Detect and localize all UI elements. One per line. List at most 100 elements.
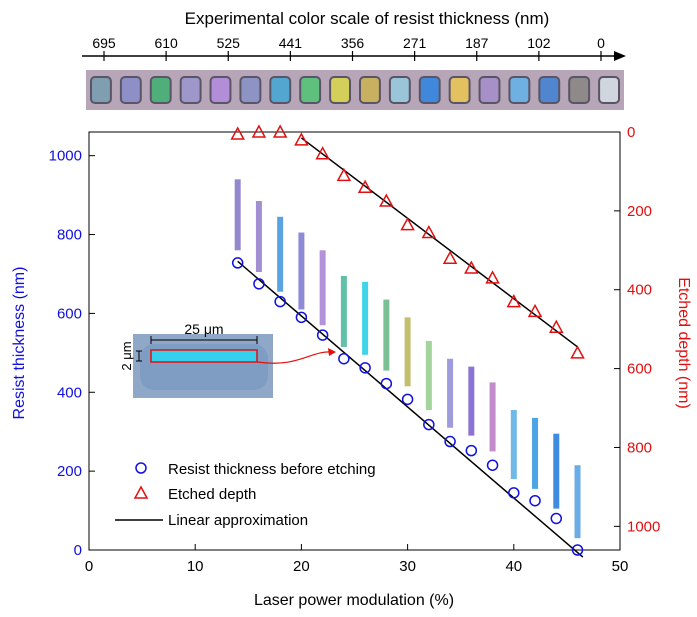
color-swatch: [239, 76, 262, 104]
color-bar: [362, 281, 369, 355]
left-tick-label: 1000: [49, 148, 82, 165]
x-tick-label: 10: [187, 558, 204, 575]
etched-depth-point: [315, 146, 330, 160]
color-swatch: [329, 76, 352, 104]
color-bar: [319, 250, 326, 326]
thickness-point: [571, 544, 584, 556]
thickness-point: [465, 444, 478, 457]
thickness-point: [338, 352, 350, 365]
color-bar: [447, 358, 454, 428]
color-swatch: [179, 76, 202, 104]
color-swatch: [568, 76, 591, 104]
thickness-point: [231, 257, 244, 269]
right-tick-label: 200: [627, 203, 652, 220]
top-scale-tick-label: 187: [465, 35, 489, 51]
left-tick-label: 200: [57, 463, 82, 480]
thickness-point: [508, 487, 520, 499]
etched-depth-point: [379, 193, 394, 207]
etched-depth-point: [549, 319, 564, 333]
etched-depth-markers: [230, 124, 585, 359]
color-bar: [383, 299, 390, 371]
legend-item-etched: Etched depth: [168, 486, 256, 503]
top-scale-tick-label: 695: [92, 35, 116, 51]
color-swatch: [299, 76, 322, 104]
top-scale-tick-label: 441: [279, 35, 303, 51]
color-bars: [234, 179, 581, 539]
color-swatch: [478, 76, 501, 104]
etched-depth-point: [464, 260, 479, 274]
thickness-point: [274, 295, 286, 308]
color-swatch: [359, 76, 381, 104]
color-swatch: [418, 76, 441, 104]
left-tick-label: 800: [57, 227, 82, 244]
color-bar: [255, 201, 262, 272]
right-tick-label: 800: [627, 439, 652, 456]
color-bar: [574, 465, 581, 539]
color-swatch: [209, 76, 232, 104]
x-tick-label: 50: [612, 558, 629, 575]
x-tick-label: 30: [399, 558, 416, 575]
color-bar: [404, 317, 411, 387]
thickness-point: [486, 459, 499, 471]
right-tick-label: 1000: [627, 518, 660, 535]
etched-depth-point: [230, 126, 245, 140]
thickness-point: [295, 311, 308, 324]
top-scale-tick-label: 610: [154, 35, 178, 51]
x-tick-label: 0: [85, 558, 93, 575]
top-scale-tick-label: 102: [527, 35, 551, 51]
color-bar: [510, 410, 517, 480]
thickness-point: [253, 278, 265, 290]
right-tick-label: 0: [627, 124, 635, 141]
color-swatch: [149, 76, 172, 104]
inset-width-label: 2 μm: [119, 341, 134, 370]
color-swatch: [448, 76, 471, 104]
etched-depth-point: [400, 217, 415, 231]
color-bar: [468, 366, 475, 436]
color-bar: [234, 179, 241, 251]
thickness-point: [401, 393, 414, 406]
etched-depth-point: [336, 167, 352, 182]
plot-frame: [88, 131, 621, 551]
top-scale-title: Experimental color scale of resist thick…: [185, 9, 550, 28]
right-axis-label: Etched depth (nm): [675, 277, 692, 409]
color-bar: [532, 417, 539, 489]
color-swatch: [119, 76, 142, 104]
right-tick-label: 400: [627, 282, 652, 299]
top-scale-axis: 695 610 525 441 356 271 187 102 0: [82, 35, 626, 61]
left-axis-ticks: 0 200 400 600 800 1000: [49, 148, 95, 559]
color-bar: [553, 433, 560, 509]
top-scale-tick-label: 356: [341, 35, 365, 51]
left-tick-label: 600: [57, 305, 82, 322]
right-tick-label: 600: [627, 361, 652, 378]
thickness-point: [359, 362, 371, 374]
color-swatch: [388, 76, 411, 104]
x-axis-label: Laser power modulation (%): [254, 592, 454, 609]
etched-depth-point: [506, 293, 522, 308]
etched-depth-point: [251, 124, 267, 138]
legend: Resist thickness before etching Etched d…: [115, 461, 376, 529]
left-tick-label: 400: [57, 384, 82, 401]
top-scale-swatches: [86, 70, 624, 110]
x-tick-label: 40: [505, 558, 522, 575]
etched-depth-point: [570, 345, 585, 359]
etched-depth-point: [357, 179, 373, 193]
color-swatch: [508, 76, 531, 104]
swatch-strip-background: [86, 70, 624, 110]
etched-depth-point: [442, 250, 458, 264]
legend-circle-marker: [135, 462, 147, 474]
inset-length-label: 25 μm: [184, 321, 223, 337]
top-scale-tick-label: 271: [403, 35, 427, 51]
left-axis-label: Resist thickness (nm): [11, 267, 28, 420]
etched-depth-point: [294, 132, 309, 146]
inset-pointer-arrow: [256, 351, 334, 364]
thickness-point: [529, 494, 541, 507]
color-bar: [340, 275, 347, 347]
thickness-point: [380, 377, 393, 390]
color-swatch: [598, 76, 620, 104]
color-bar: [277, 216, 284, 292]
etched-depth-point: [485, 270, 500, 284]
fit-line: [237, 260, 584, 558]
etched-depth-point: [527, 303, 543, 318]
x-tick-label: 20: [293, 558, 310, 575]
